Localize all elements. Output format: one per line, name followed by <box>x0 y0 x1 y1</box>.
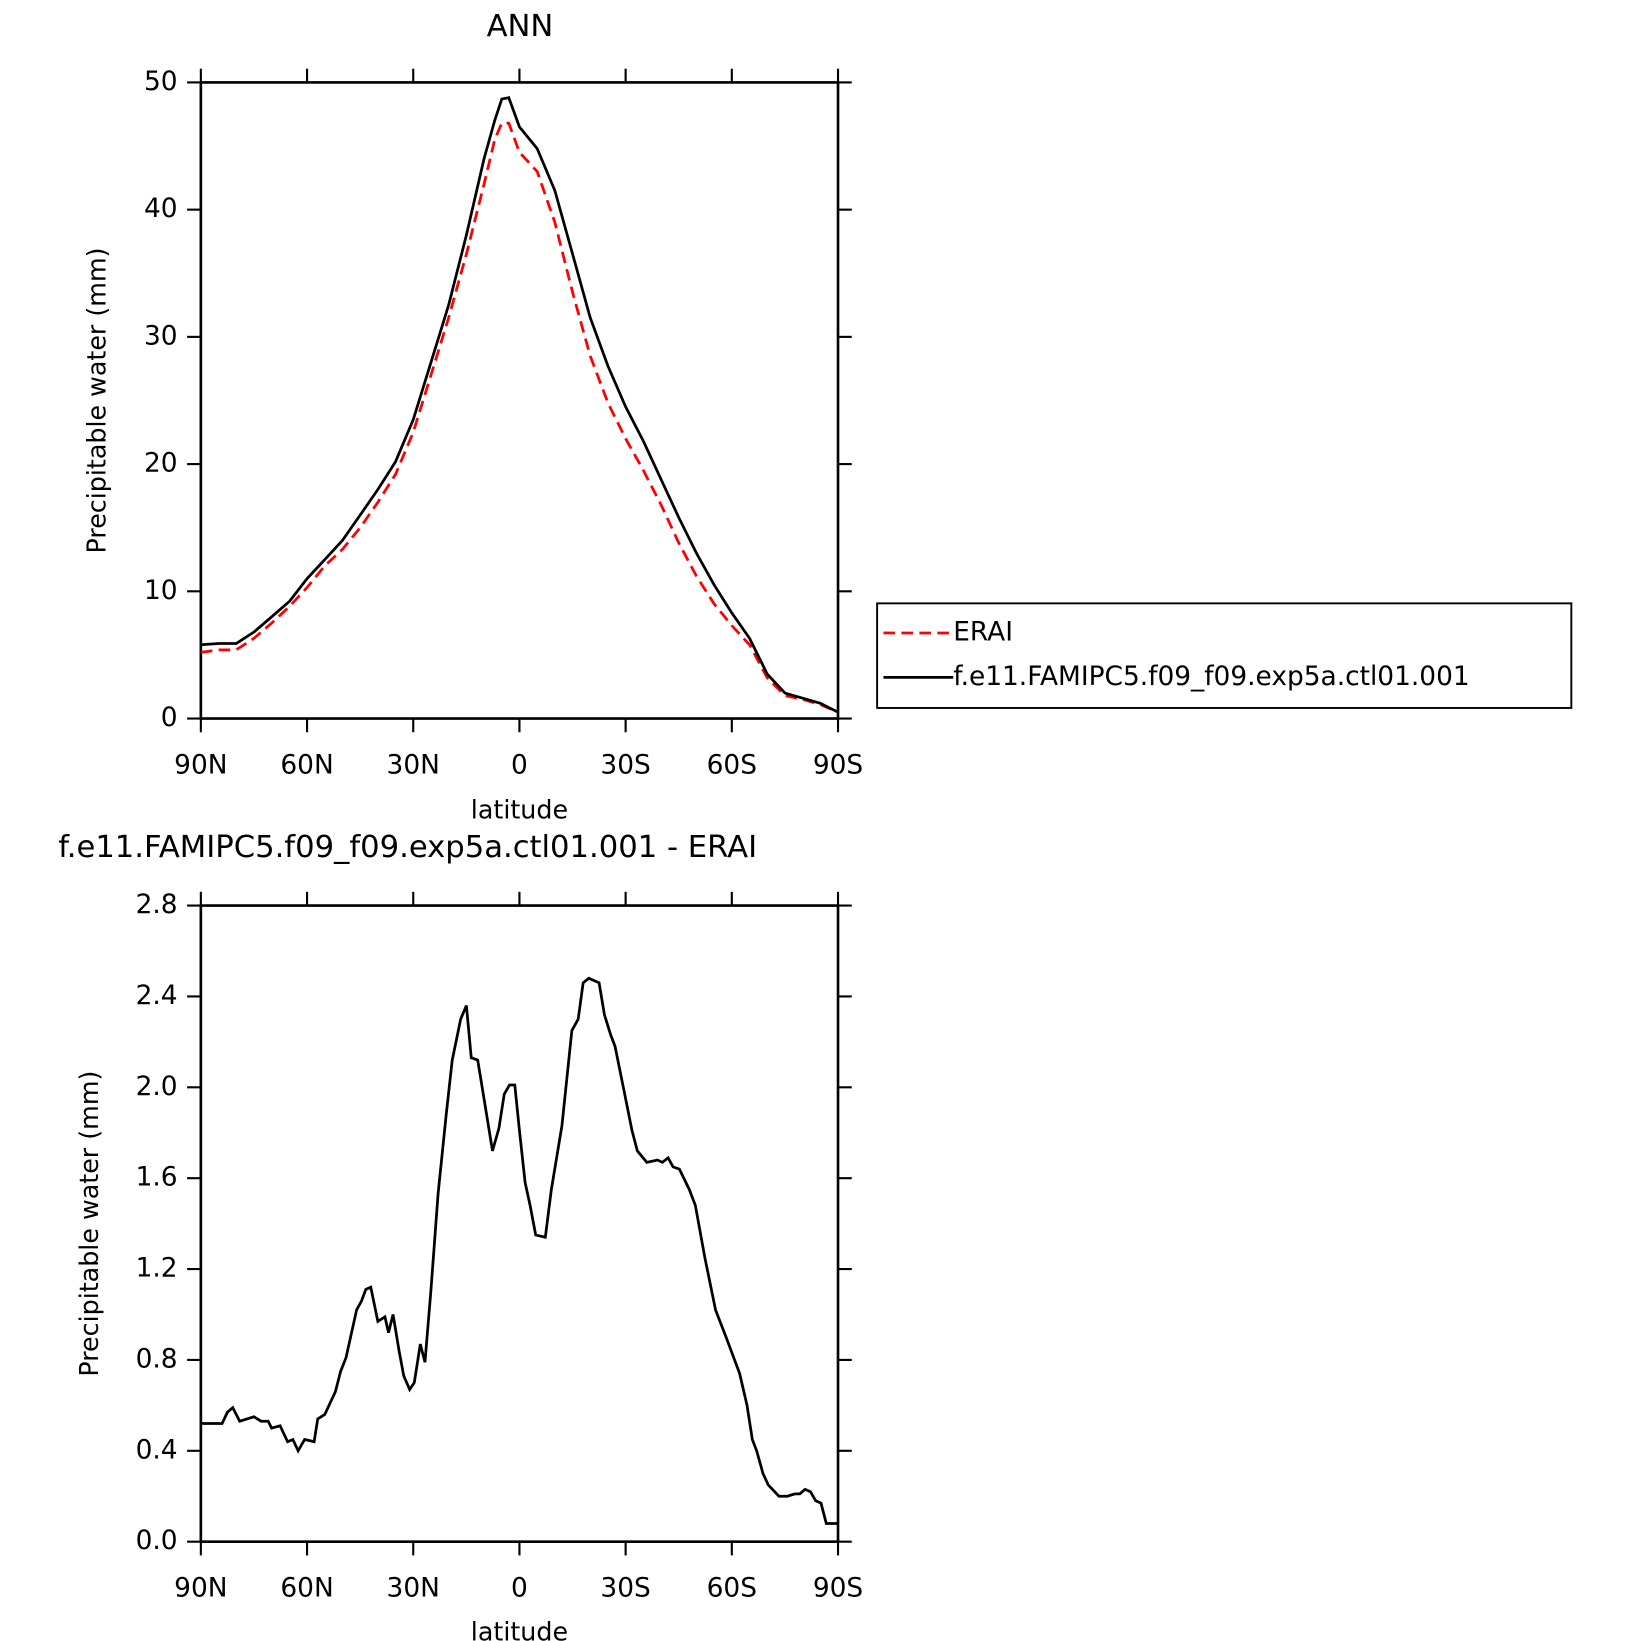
x-axis-label: latitude <box>471 1617 568 1641</box>
x-tick-label: 0 <box>511 750 528 781</box>
x-tick-label: 90N <box>174 1573 227 1604</box>
data-line <box>200 96 839 714</box>
x-tick-label: 30S <box>600 1573 650 1604</box>
y-tick-label: 0.0 <box>136 1525 178 1556</box>
chart-title: ANN <box>487 9 554 44</box>
x-tick-label: 60S <box>707 1573 757 1604</box>
y-tick-label: 1.6 <box>136 1162 178 1193</box>
y-tick-label: 2.0 <box>136 1071 178 1102</box>
x-tick-label: 30N <box>387 750 440 781</box>
y-tick-label: 2.8 <box>136 889 178 920</box>
data-line <box>200 121 839 714</box>
y-tick-label: 0.4 <box>136 1434 178 1465</box>
y-tick-label: 20 <box>144 448 178 479</box>
legend-box <box>876 602 1573 709</box>
y-tick-label: 10 <box>144 575 178 606</box>
chart-title: f.e11.FAMIPC5.f09_f09.exp5a.ctl01.001 - … <box>58 830 757 865</box>
y-tick-label: 0 <box>161 702 178 733</box>
legend-label: ERAI <box>953 616 1013 647</box>
y-tick-label: 50 <box>144 66 178 97</box>
y-tick-label: 0.8 <box>136 1343 178 1374</box>
legend-label: f.e11.FAMIPC5.f09_f09.exp5a.ctl01.001 <box>953 661 1470 692</box>
plot-frame <box>199 81 840 720</box>
x-tick-label: 90N <box>174 750 227 781</box>
x-tick-label: 30N <box>387 1573 440 1604</box>
plot-frame <box>199 904 840 1543</box>
x-tick-label: 60N <box>280 750 333 781</box>
x-tick-label: 60S <box>707 750 757 781</box>
data-line <box>200 976 839 1525</box>
y-tick-label: 1.2 <box>136 1253 178 1284</box>
y-tick-label: 2.4 <box>136 980 178 1011</box>
y-axis-label: Precipitable water (mm) <box>81 247 111 553</box>
y-tick-label: 40 <box>144 193 178 224</box>
x-tick-label: 60N <box>280 1573 333 1604</box>
y-axis-label: Precipitable water (mm) <box>74 1071 104 1377</box>
y-tick-label: 30 <box>144 320 178 351</box>
x-tick-label: 90S <box>813 750 863 781</box>
x-tick-label: 90S <box>813 1573 863 1604</box>
x-tick-label: 30S <box>600 750 650 781</box>
x-tick-label: 0 <box>511 1573 528 1604</box>
x-axis-label: latitude <box>471 795 568 825</box>
